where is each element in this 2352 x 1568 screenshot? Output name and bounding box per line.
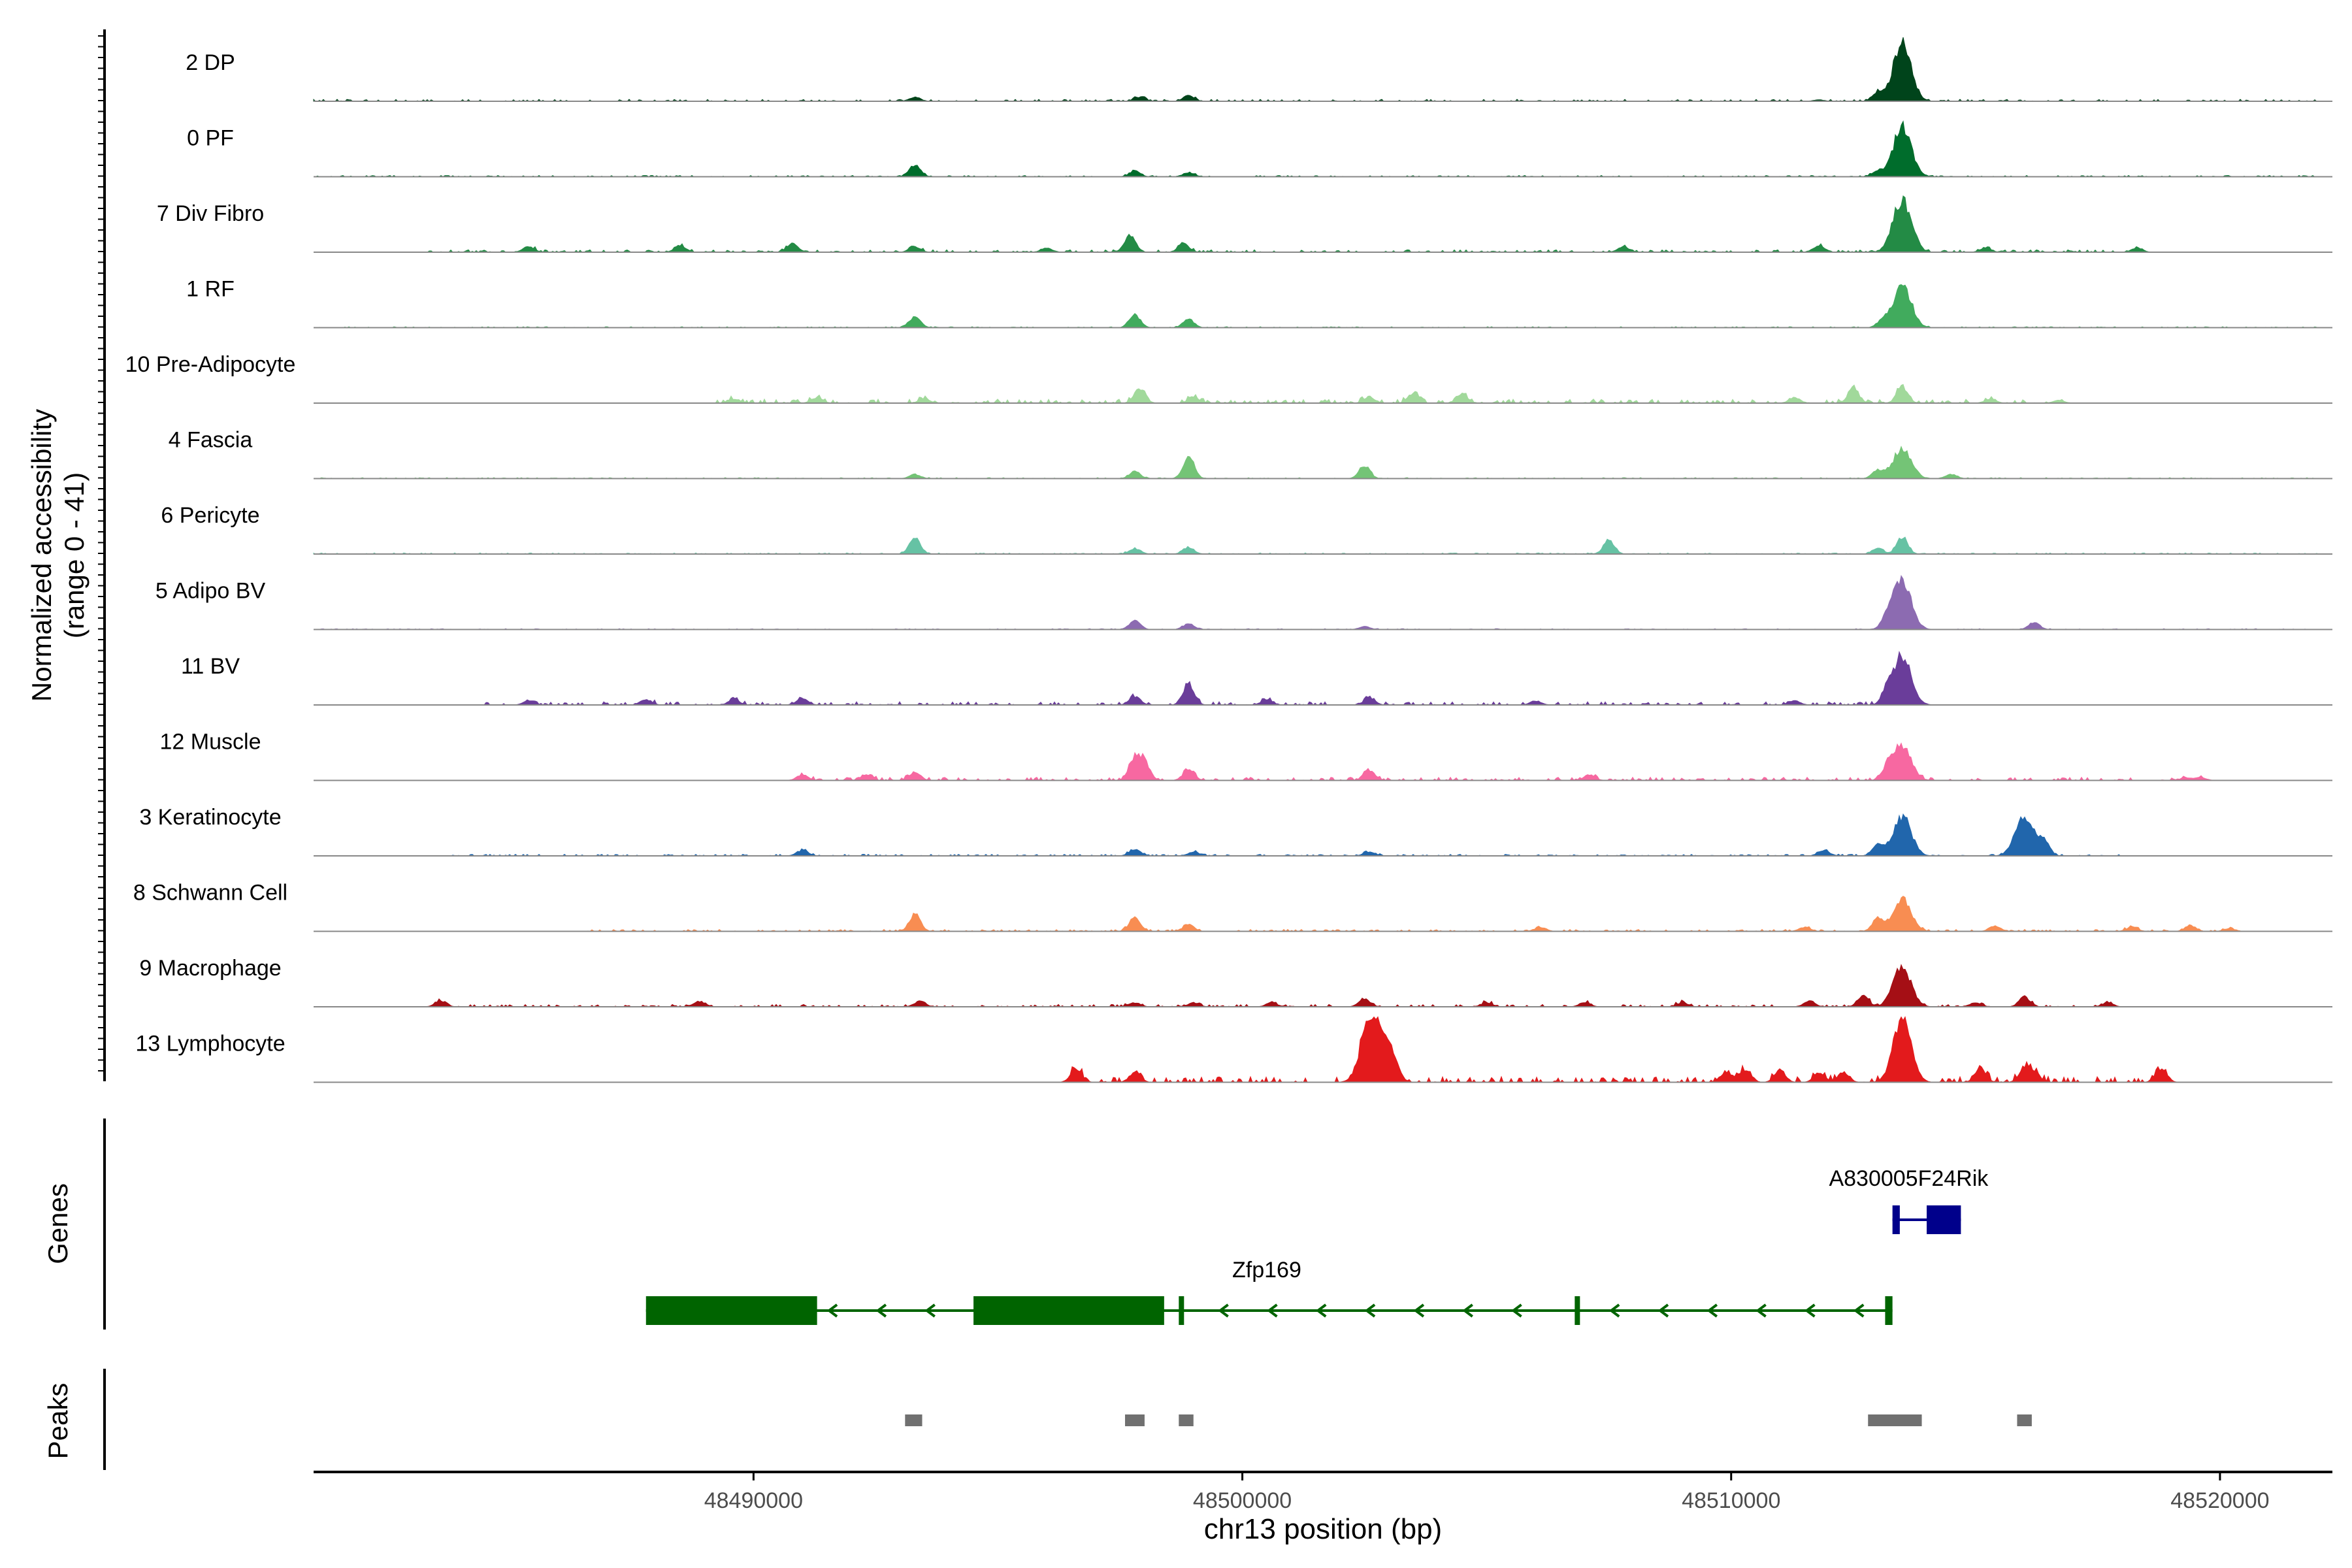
strand-chevron — [1364, 1303, 1376, 1318]
track-0-pf: 0 PF — [187, 120, 2332, 178]
track-label: 7 Div Fibro — [157, 201, 264, 226]
gene-exon — [1927, 1205, 1961, 1234]
gene-exon — [1179, 1296, 1184, 1325]
peak-regions — [905, 1414, 2032, 1426]
coverage-area — [314, 896, 2332, 932]
track-4-fascia: 4 Fascia — [169, 428, 2332, 480]
x-tick-label: 48490000 — [704, 1488, 803, 1513]
strand-chevron — [1707, 1303, 1718, 1318]
track-12-muscle: 12 Muscle — [160, 730, 2332, 781]
coverage-area — [313, 37, 2332, 102]
track-3-keratinocyte: 3 Keratinocyte — [139, 805, 2332, 857]
coverage-area — [314, 384, 2332, 404]
strand-chevron — [1511, 1303, 1522, 1318]
gene-name: A830005F24Rik — [1829, 1166, 1989, 1191]
strand-chevron — [1462, 1303, 1473, 1318]
coverage-area — [314, 1016, 2332, 1083]
gene-exon — [1892, 1205, 1900, 1234]
strand-chevron — [1267, 1303, 1278, 1318]
strand-chevron — [1658, 1303, 1669, 1318]
coverage-area — [314, 813, 2332, 857]
track-5-adipo-bv: 5 Adipo BV — [155, 574, 2332, 630]
track-13-lymphocyte: 13 Lymphocyte — [135, 1016, 2332, 1083]
track-label: 0 PF — [187, 126, 234, 151]
peak-region — [2017, 1414, 2032, 1426]
accessibility-tracks: 2 DP 0 PF 7 Div Fibro 1 RF 10 Pre-Adipocyte 4… — [125, 37, 2332, 1083]
x-tick-label: 48520000 — [2170, 1488, 2269, 1513]
gene-exon — [645, 1296, 817, 1325]
strand-chevron — [1805, 1303, 1816, 1318]
track-11-bv: 11 BV — [181, 651, 2332, 706]
x-axis-label: chr13 position (bp) — [1204, 1513, 1442, 1545]
gene-exon — [1575, 1296, 1580, 1325]
coverage-area — [313, 536, 2332, 555]
track-8-schwann-cell: 8 Schwann Cell — [133, 881, 2332, 932]
strand-chevron — [1218, 1303, 1229, 1318]
track-label: 5 Adipo BV — [155, 579, 266, 604]
x-axis-ticks: 48490000 48500000 48510000 48520000 — [704, 1472, 2270, 1513]
strand-chevron — [826, 1303, 838, 1318]
coverage-area — [314, 195, 2332, 253]
y-axis-label-line1: Normalized accessibility — [26, 409, 57, 702]
coverage-y-ticks — [98, 35, 105, 1071]
coverage-area — [314, 284, 2332, 329]
track-label: 12 Muscle — [160, 730, 261, 755]
peak-region — [1868, 1414, 1922, 1426]
peak-region — [1124, 1414, 1145, 1426]
x-tick-label: 48500000 — [1193, 1488, 1292, 1513]
track-label: 3 Keratinocyte — [139, 805, 281, 830]
track-6-pericyte: 6 Pericyte — [161, 503, 2332, 555]
track-label: 8 Schwann Cell — [133, 881, 287, 906]
gene-a830005f24rik: A830005F24Rik — [1829, 1166, 1989, 1234]
coverage-area — [314, 651, 2332, 706]
gene-name: Zfp169 — [1232, 1258, 1301, 1282]
track-label: 1 RF — [186, 277, 235, 302]
track-label: 4 Fascia — [169, 428, 253, 453]
coverage-area — [314, 742, 2332, 781]
strand-chevron — [875, 1303, 887, 1318]
track-9-macrophage: 9 Macrophage — [139, 956, 2332, 1007]
y-axis-label-line2: (range 0 - 41) — [59, 472, 90, 638]
gene-annotations: A830005F24Rik Zfp169 — [645, 1166, 1989, 1325]
track-label: 11 BV — [181, 654, 240, 679]
track-label: 10 Pre-Adipocyte — [125, 352, 296, 377]
track-label: 6 Pericyte — [161, 503, 259, 528]
peak-region — [1179, 1414, 1194, 1426]
track-1-rf: 1 RF — [186, 277, 2332, 329]
track-10-pre-adipocyte: 10 Pre-Adipocyte — [125, 352, 2332, 404]
strand-chevron — [1756, 1303, 1767, 1318]
coverage-area — [313, 574, 2332, 630]
gene-exon — [1885, 1296, 1893, 1325]
strand-chevron — [1315, 1303, 1327, 1318]
strand-chevron — [1609, 1303, 1620, 1318]
coverage-area — [314, 964, 2332, 1007]
coverage-area — [314, 446, 2332, 480]
track-label: 9 Macrophage — [139, 956, 281, 981]
track-7-div-fibro: 7 Div Fibro — [157, 195, 2332, 253]
peaks-panel-label: Peaks — [42, 1383, 73, 1460]
coverage-area — [314, 120, 2332, 178]
track-label: 2 DP — [186, 50, 235, 75]
x-tick-label: 48510000 — [1682, 1488, 1780, 1513]
strand-chevron — [924, 1303, 936, 1318]
track-label: 13 Lymphocyte — [135, 1032, 285, 1056]
peak-region — [905, 1414, 923, 1426]
strand-chevron — [1413, 1303, 1425, 1318]
genes-panel-label: Genes — [42, 1183, 73, 1264]
gene-exon — [973, 1296, 1164, 1325]
gene-zfp169: Zfp169 — [645, 1258, 1893, 1325]
track-2-dp: 2 DP — [186, 37, 2332, 102]
strand-chevron — [1853, 1303, 1865, 1318]
